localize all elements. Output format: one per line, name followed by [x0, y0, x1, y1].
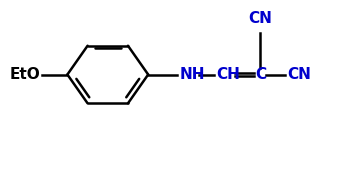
Text: CN: CN: [248, 11, 272, 26]
Text: EtO: EtO: [10, 67, 40, 82]
Text: CH: CH: [217, 67, 241, 82]
Text: NH: NH: [180, 67, 205, 82]
Text: CN: CN: [287, 67, 311, 82]
Text: C: C: [255, 67, 266, 82]
